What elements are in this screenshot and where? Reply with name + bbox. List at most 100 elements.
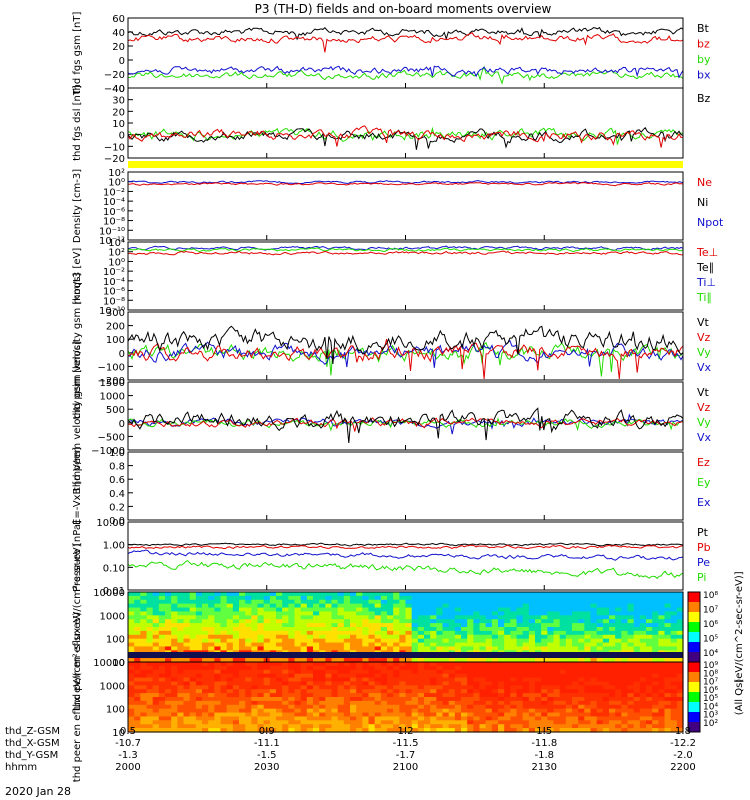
heatmap-cell xyxy=(146,693,154,698)
heatmap-cell xyxy=(646,716,653,721)
ytick-label: 1.00 xyxy=(103,541,125,552)
heatmap-cell xyxy=(473,677,481,683)
heatmap-cell xyxy=(208,712,215,718)
heatmap-cell xyxy=(448,638,456,644)
heatmap-cell xyxy=(541,627,548,632)
heatmap-cell xyxy=(461,673,468,679)
heatmap-cell xyxy=(639,623,647,628)
heatmap-cell xyxy=(189,630,197,636)
heatmap-cell xyxy=(676,595,684,601)
heatmap-cell xyxy=(516,724,524,729)
heatmap-cell xyxy=(331,704,339,710)
heatmap-cell xyxy=(325,681,333,686)
heatmap-cell xyxy=(319,638,326,644)
heatmap-cell xyxy=(424,724,431,729)
series-line-black xyxy=(127,325,684,364)
heatmap-cell xyxy=(269,673,277,679)
heatmap-cell xyxy=(350,638,357,644)
heatmap-cell xyxy=(664,665,672,671)
heatmap-cell xyxy=(300,665,308,671)
heatmap-cell xyxy=(294,681,302,686)
y-axis-label: thd fgs gsm [nT] xyxy=(72,12,83,95)
heatmap-cell xyxy=(177,700,185,706)
heatmap-cell xyxy=(602,611,610,616)
heatmap-cell xyxy=(343,693,351,698)
ytick-label: 10 xyxy=(112,728,125,739)
heatmap-cell xyxy=(257,681,265,686)
heatmap-cell xyxy=(183,720,191,725)
heatmap-cell xyxy=(491,724,499,729)
heatmap-cell xyxy=(442,720,450,725)
heatmap-cell xyxy=(467,689,474,694)
heatmap-cell xyxy=(664,669,672,675)
heatmap-cell xyxy=(387,619,394,624)
legend-entry: Vx xyxy=(697,431,712,444)
heatmap-cell xyxy=(177,677,185,683)
heatmap-cell xyxy=(565,673,573,679)
heatmap-cell xyxy=(553,615,561,620)
heatmap-cell xyxy=(300,634,308,640)
heatmap-cell xyxy=(331,634,339,640)
heatmap-cell xyxy=(282,665,289,671)
heatmap-cell xyxy=(473,685,481,690)
heatmap-cell xyxy=(343,607,351,613)
heatmap-cell xyxy=(652,607,659,613)
heatmap-cell xyxy=(461,689,468,694)
heatmap-cell xyxy=(510,697,518,702)
heatmap-cell xyxy=(220,724,228,729)
heatmap-cell xyxy=(165,669,172,675)
heatmap-cell xyxy=(491,615,499,620)
heatmap-cell xyxy=(584,681,592,686)
heatmap-cell xyxy=(510,638,518,644)
heatmap-cell xyxy=(146,611,154,616)
heatmap-cell xyxy=(134,677,141,683)
heatmap-cell xyxy=(171,712,178,718)
heatmap-cell xyxy=(504,708,511,714)
heatmap-cell xyxy=(214,615,222,620)
heatmap-cell xyxy=(578,611,585,616)
heatmap-cell xyxy=(473,642,481,648)
heatmap-cell xyxy=(454,689,462,694)
heatmap-cell xyxy=(226,646,234,651)
heatmap-cell xyxy=(670,611,678,616)
heatmap-cell xyxy=(652,615,659,620)
heatmap-cell xyxy=(436,642,444,648)
heatmap-cell xyxy=(652,677,659,683)
heatmap-cell xyxy=(350,599,357,605)
heatmap-cell xyxy=(442,658,450,663)
heatmap-cell xyxy=(405,603,413,609)
heatmap-cell xyxy=(596,693,604,698)
heatmap-cell xyxy=(461,677,468,683)
heatmap-cell xyxy=(387,665,394,671)
heatmap-cell xyxy=(522,700,530,706)
heatmap-cell xyxy=(393,697,400,702)
heatmap-cell xyxy=(208,697,215,702)
heatmap-cell xyxy=(516,592,524,597)
heatmap-cell xyxy=(362,627,370,632)
legend-entry: Te∥ xyxy=(696,261,714,274)
heatmap-cell xyxy=(239,728,246,733)
heatmap-cell xyxy=(461,619,468,624)
heatmap-cell xyxy=(350,724,357,729)
heatmap-cell xyxy=(319,615,326,620)
legend-entry: Npot xyxy=(697,216,724,229)
heatmap-cell xyxy=(411,627,419,632)
legend-entry: Vy xyxy=(697,346,711,359)
heatmap-cell xyxy=(646,669,653,675)
heatmap-cell xyxy=(368,619,376,624)
heatmap-cell xyxy=(522,603,530,609)
heatmap-cell xyxy=(319,595,326,601)
heatmap-cell xyxy=(670,646,678,651)
heatmap-cell xyxy=(362,724,370,729)
heatmap-cell xyxy=(177,681,185,686)
heatmap-cell xyxy=(670,673,678,679)
heatmap-cell xyxy=(134,595,141,601)
heatmap-cell xyxy=(646,704,653,710)
heatmap-cell xyxy=(535,685,542,690)
heatmap-cell xyxy=(676,704,684,710)
heatmap-cell xyxy=(609,662,616,667)
heatmap-cell xyxy=(639,642,647,648)
heatmap-cell xyxy=(356,638,363,644)
heatmap-cell xyxy=(609,697,616,702)
